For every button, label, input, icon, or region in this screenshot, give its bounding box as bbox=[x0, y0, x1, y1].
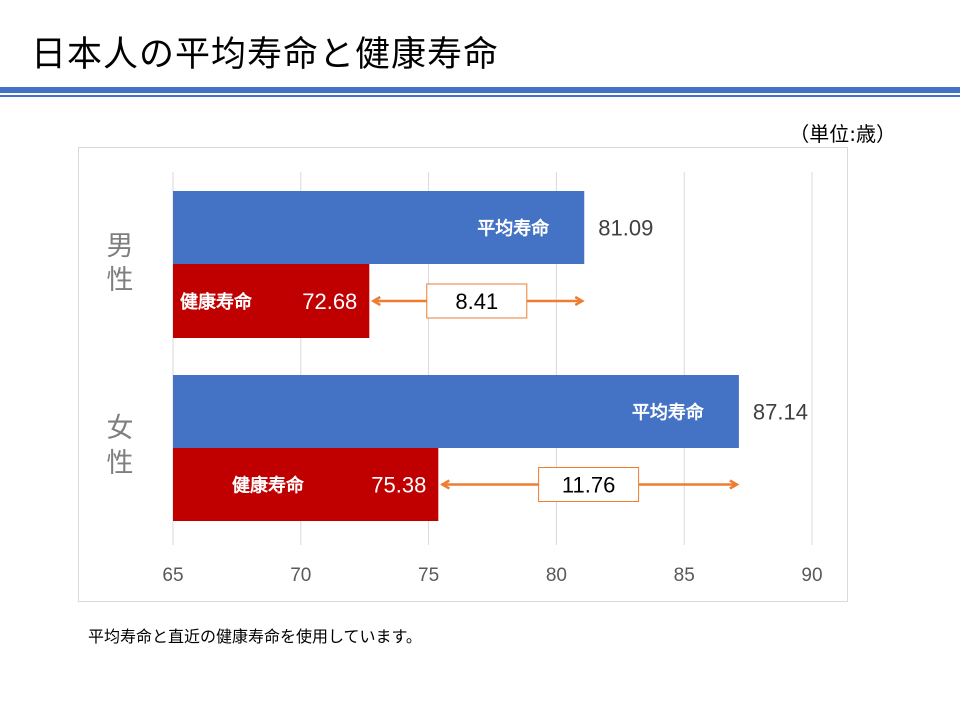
title-rule-thick bbox=[0, 87, 960, 93]
x-tick-label: 90 bbox=[801, 565, 822, 586]
difference-label: 8.41 bbox=[455, 289, 498, 314]
data-label: 81.09 bbox=[598, 216, 653, 241]
bar-healthy-lifespan bbox=[173, 448, 439, 521]
x-tick-label: 85 bbox=[674, 565, 695, 586]
category-label: 女 bbox=[107, 413, 134, 444]
title-rule-thin bbox=[0, 95, 960, 97]
x-tick-label: 80 bbox=[546, 565, 567, 586]
bar-series-label: 健康寿命 bbox=[180, 291, 253, 313]
x-tick-label: 75 bbox=[418, 565, 439, 586]
bar-healthy-lifespan bbox=[173, 264, 370, 338]
x-tick-label: 70 bbox=[290, 565, 311, 586]
bar-series-label: 平均寿命 bbox=[632, 402, 705, 424]
x-tick-label: 65 bbox=[162, 565, 183, 586]
data-label: 75.38 bbox=[371, 473, 426, 498]
category-label: 性 bbox=[107, 448, 134, 479]
chart-caption: 平均寿命と直近の健康寿命を使用しています。 bbox=[88, 627, 422, 646]
category-label: 性 bbox=[107, 265, 134, 296]
category-label: 男 bbox=[107, 231, 134, 262]
data-label: 72.68 bbox=[302, 289, 357, 314]
difference-box bbox=[538, 467, 640, 502]
difference-label: 11.76 bbox=[562, 473, 615, 498]
unit-label: （単位:歳） bbox=[789, 122, 896, 146]
data-label: 87.14 bbox=[753, 400, 808, 425]
difference-box bbox=[426, 283, 528, 319]
bar-series-label: 平均寿命 bbox=[477, 218, 550, 240]
bar-average-lifespan bbox=[173, 375, 739, 448]
page-title: 日本人の平均寿命と健康寿命 bbox=[31, 35, 500, 75]
bar-series-label: 健康寿命 bbox=[232, 475, 305, 497]
bar-average-lifespan bbox=[173, 191, 585, 264]
chart-frame bbox=[78, 147, 848, 602]
